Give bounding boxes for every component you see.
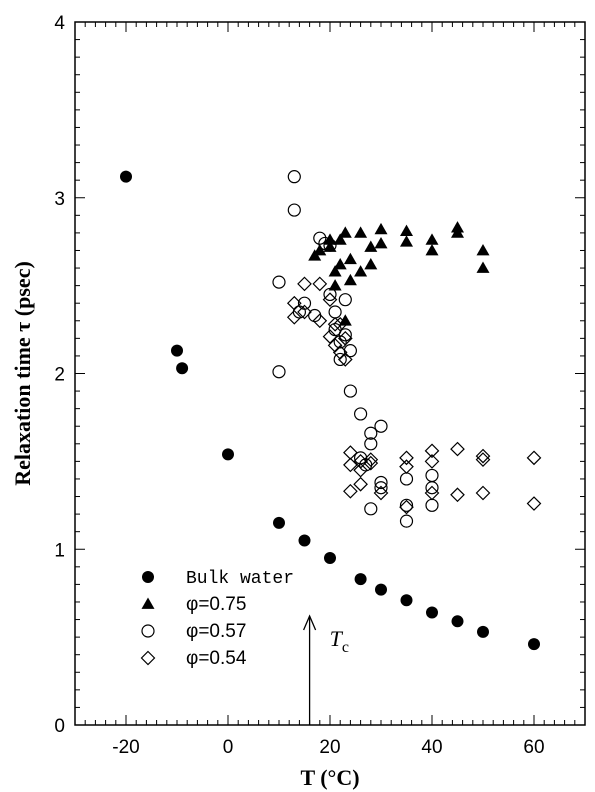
data-point-series-0 [401,594,413,606]
data-point-series-1 [354,265,367,276]
data-point-series-0 [355,573,367,585]
legend-marker-1 [142,598,155,609]
y-tick-label: 1 [54,540,65,561]
data-point-series-2 [375,420,387,432]
data-point-series-2 [426,482,438,494]
data-point-series-3 [400,451,413,464]
data-point-series-1 [477,262,490,273]
data-point-series-3 [477,450,490,463]
data-point-series-0 [176,362,188,374]
y-tick-label: 4 [54,13,65,34]
data-point-series-0 [426,607,438,619]
data-point-series-3 [528,451,541,464]
data-point-series-3 [344,485,357,498]
y-tick-label: 3 [54,189,65,210]
legend-label-0: Bulk water [186,569,294,589]
data-point-series-1 [400,235,413,246]
data-point-series-2 [355,408,367,420]
legend-label-2: φ=0.57 [186,621,246,642]
x-tick-label: 0 [223,737,234,758]
data-point-series-2 [426,499,438,511]
data-point-series-2 [329,306,341,318]
data-point-series-2 [426,469,438,481]
data-point-series-0 [299,534,311,546]
legend-marker-0 [142,571,154,583]
data-point-series-1 [477,244,490,255]
data-point-series-2 [339,294,351,306]
data-point-series-2 [375,482,387,494]
data-point-series-0 [528,638,540,650]
data-point-series-3 [313,277,326,290]
data-point-series-3 [354,478,367,491]
data-point-series-3 [426,487,439,500]
x-tick-label: 20 [319,737,340,758]
legend: Bulk water φ=0.75 φ=0.57 φ=0.54 [142,569,295,669]
data-point-series-2 [314,232,326,244]
x-tick-label: -20 [112,737,139,758]
data-point-series-2 [273,366,285,378]
data-point-series-3 [477,453,490,466]
data-point-series-2 [401,473,413,485]
data-point-series-0 [477,626,489,638]
data-point-series-3 [324,293,337,306]
tc-annotation: Tc [304,616,349,725]
data-point-series-3 [313,314,326,327]
plot-frame [75,22,585,725]
x-tick-label: 40 [421,737,442,758]
data-point-series-1 [375,223,388,234]
y-tick-label: 2 [54,365,65,386]
x-axis-title: T (°C) [300,765,359,790]
data-point-series-1 [426,244,439,255]
data-point-series-1 [364,258,377,269]
legend-label-3: φ=0.54 [186,648,247,669]
data-point-series-2 [344,385,356,397]
y-axis-title: Relaxation time τ (psec) [10,261,35,486]
x-tick-label: 60 [523,737,544,758]
data-point-series-3 [339,353,352,366]
data-point-series-3 [451,488,464,501]
data-point-series-0 [120,171,132,183]
data-point-series-1 [451,221,464,232]
data-point-series-1 [426,233,439,244]
data-point-series-2 [288,204,300,216]
tc-label: Tc [330,626,349,656]
legend-label-1: φ=0.75 [186,594,246,615]
tick-labels: -20 0 20 40 60 0 1 2 3 4 [54,13,544,758]
data-point-series-1 [400,225,413,236]
data-point-series-1 [364,240,377,251]
data-point-series-0 [222,448,234,460]
data-point-series-0 [171,345,183,357]
data-point-series-3 [451,443,464,456]
data-point-series-2 [365,503,377,515]
data-point-series-3 [400,460,413,473]
data-point-series-2 [401,515,413,527]
data-point-series-2 [273,276,285,288]
data-points [120,171,541,650]
data-point-series-0 [452,615,464,627]
data-point-series-3 [477,487,490,500]
data-point-series-1 [375,237,388,248]
data-point-series-1 [344,253,357,264]
data-point-series-2 [288,171,300,183]
y-tick-label: 0 [54,716,65,737]
data-point-series-3 [528,497,541,510]
data-point-series-0 [375,584,387,596]
legend-marker-3 [142,652,155,665]
legend-marker-2 [142,625,154,637]
data-point-series-3 [298,277,311,290]
data-point-series-1 [354,226,367,237]
data-point-series-2 [344,345,356,357]
data-point-series-0 [273,517,285,529]
axis-ticks [75,22,585,725]
data-point-series-1 [339,226,352,237]
data-point-series-0 [324,552,336,564]
